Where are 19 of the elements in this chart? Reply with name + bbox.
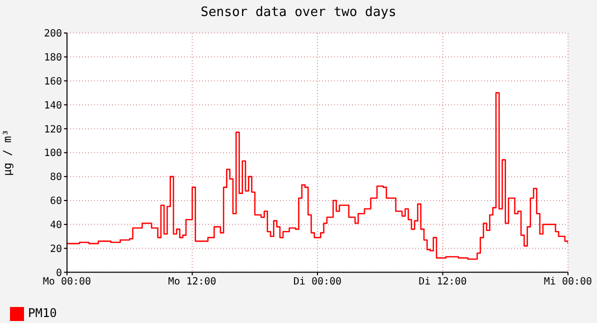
y-tick-label: 160	[44, 76, 62, 88]
y-tick-label: 40	[50, 220, 62, 231]
chart-title: Sensor data over two days	[200, 5, 398, 20]
y-tick-label: 180	[44, 52, 62, 64]
x-tick-label: Mi 00:00	[544, 276, 592, 288]
y-tick-label: 20	[50, 244, 62, 255]
y-tick-label: 200	[44, 28, 62, 40]
x-tick-label: Di 00:00	[293, 276, 342, 288]
x-tick-label: Mo 00:00	[42, 276, 92, 288]
y-axis-title: µg / m³	[0, 129, 14, 176]
y-tick-label: 140	[44, 100, 62, 112]
y-tick-label: 60	[50, 196, 62, 208]
y-tick-label: 100	[44, 148, 62, 160]
y-tick-label: 120	[44, 124, 62, 136]
legend-label: PM10	[28, 306, 57, 320]
y-tick-label: 0	[56, 268, 62, 279]
x-tick-label: Di 12:00	[418, 276, 467, 288]
x-tick-label: Mo 12:00	[168, 276, 216, 288]
y-tick-label: 80	[50, 172, 62, 184]
